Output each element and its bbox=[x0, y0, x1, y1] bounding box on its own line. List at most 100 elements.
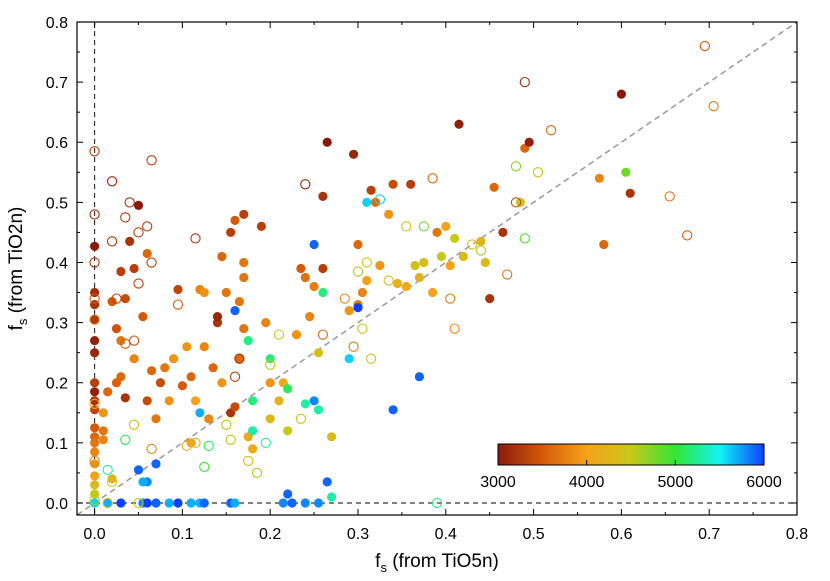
y-axis-title-rest: (from TiO2n) bbox=[6, 207, 27, 319]
filled-point-140 bbox=[248, 426, 258, 436]
filled-point-81 bbox=[296, 263, 306, 274]
filled-point-53 bbox=[199, 287, 209, 298]
open-point-5 bbox=[89, 455, 100, 467]
open-point-41 bbox=[273, 329, 285, 340]
filled-point-10 bbox=[90, 423, 100, 433]
filled-point-149 bbox=[103, 498, 113, 508]
open-point-20 bbox=[146, 443, 157, 455]
open-point-16 bbox=[133, 278, 144, 289]
filled-point-34 bbox=[133, 200, 144, 210]
filled-point-127 bbox=[625, 188, 635, 198]
open-point-24 bbox=[133, 497, 144, 509]
filled-point-20 bbox=[98, 435, 108, 445]
filled-point-0 bbox=[90, 241, 100, 251]
filled-point-128 bbox=[230, 306, 240, 316]
filled-point-96 bbox=[366, 185, 376, 195]
y-tick-label-6: 0.6 bbox=[46, 135, 68, 152]
open-point-30 bbox=[190, 437, 201, 449]
open-point-49 bbox=[361, 257, 372, 268]
filled-point-147 bbox=[248, 396, 258, 406]
filled-point-46 bbox=[177, 381, 187, 391]
open-point-31 bbox=[199, 461, 210, 473]
filled-point-89 bbox=[327, 432, 337, 442]
filled-point-119 bbox=[498, 227, 508, 237]
open-point-17 bbox=[142, 221, 153, 232]
filled-point-168 bbox=[138, 477, 148, 487]
y-tick-label-5: 0.5 bbox=[46, 195, 68, 212]
open-point-38 bbox=[251, 467, 263, 479]
open-point-2 bbox=[89, 257, 100, 268]
filled-point-103 bbox=[406, 179, 416, 189]
filled-point-83 bbox=[305, 312, 315, 322]
open-point-28 bbox=[102, 497, 113, 509]
x-tick-label-8: 0.8 bbox=[786, 526, 808, 543]
open-point-57 bbox=[449, 323, 460, 334]
filled-point-132 bbox=[318, 287, 328, 298]
axis-ticks: 0.0 0.1 0.2 0.3 0.4 0.5 0.6 0.7 0.8 0.0 0.1 0.2 0.3 0… bbox=[46, 15, 808, 543]
open-point-15 bbox=[133, 227, 144, 238]
filled-point-52 bbox=[199, 342, 209, 352]
filled-point-8 bbox=[90, 396, 100, 406]
y-tick-label-8: 0.8 bbox=[46, 15, 68, 32]
open-point-43 bbox=[300, 179, 311, 190]
filled-point-131 bbox=[309, 396, 319, 406]
y-tick-label-7: 0.7 bbox=[46, 75, 68, 92]
filled-point-47 bbox=[182, 342, 192, 352]
open-point-6 bbox=[89, 494, 100, 506]
filled-point-97 bbox=[370, 197, 381, 207]
filled-point-66 bbox=[239, 324, 249, 334]
filled-point-88 bbox=[318, 191, 328, 201]
filled-point-116 bbox=[480, 257, 490, 268]
filled-point-113 bbox=[454, 119, 464, 129]
open-point-60 bbox=[502, 269, 513, 280]
filled-point-144 bbox=[322, 477, 332, 487]
open-point-40 bbox=[265, 359, 276, 370]
filled-point-74 bbox=[261, 318, 271, 328]
filled-point-72 bbox=[248, 444, 258, 454]
filled-point-91 bbox=[349, 149, 359, 159]
open-point-54 bbox=[418, 221, 429, 232]
open-point-14 bbox=[128, 419, 140, 430]
filled-point-163 bbox=[300, 498, 310, 508]
filled-point-134 bbox=[344, 354, 354, 364]
filled-point-145 bbox=[133, 465, 144, 475]
filled-point-28 bbox=[116, 372, 126, 382]
plot-frame bbox=[76, 21, 798, 516]
ref-line-diagonal bbox=[76, 21, 798, 516]
filled-point-64 bbox=[230, 402, 240, 412]
x-tick-label-5: 0.5 bbox=[522, 526, 544, 543]
y-tick-label-2: 0.2 bbox=[46, 376, 68, 393]
open-point-51 bbox=[374, 194, 386, 205]
open-point-36 bbox=[234, 353, 245, 364]
filled-point-16 bbox=[90, 480, 100, 490]
filled-point-45 bbox=[173, 284, 183, 295]
open-point-4 bbox=[89, 314, 100, 325]
colorbar-gradient bbox=[497, 443, 765, 466]
filled-point-112 bbox=[450, 233, 460, 243]
filled-point-152 bbox=[142, 498, 152, 508]
filled-point-125 bbox=[616, 89, 627, 99]
filled-point-15 bbox=[90, 471, 100, 481]
filled-point-3 bbox=[90, 315, 100, 325]
open-point-46 bbox=[348, 341, 359, 352]
reference-lines bbox=[76, 21, 798, 516]
open-point-7 bbox=[106, 176, 118, 187]
open-point-34 bbox=[225, 434, 236, 445]
filled-point-59 bbox=[217, 251, 227, 262]
filled-point-143 bbox=[300, 399, 310, 409]
open-point-63 bbox=[519, 233, 530, 244]
filled-point-41 bbox=[155, 378, 165, 388]
open-point-55 bbox=[427, 173, 438, 184]
filled-point-138 bbox=[414, 372, 424, 382]
filled-point-65 bbox=[234, 354, 244, 364]
filled-point-148 bbox=[90, 498, 100, 508]
open-point-9 bbox=[111, 293, 122, 304]
filled-point-158 bbox=[199, 498, 209, 508]
open-point-47 bbox=[352, 266, 364, 277]
filled-point-101 bbox=[392, 278, 403, 289]
x-axis-title-base: f bbox=[375, 551, 381, 572]
filled-point-100 bbox=[388, 179, 398, 189]
open-point-26 bbox=[106, 476, 118, 488]
filled-point-118 bbox=[489, 182, 499, 192]
filled-point-26 bbox=[111, 324, 122, 334]
